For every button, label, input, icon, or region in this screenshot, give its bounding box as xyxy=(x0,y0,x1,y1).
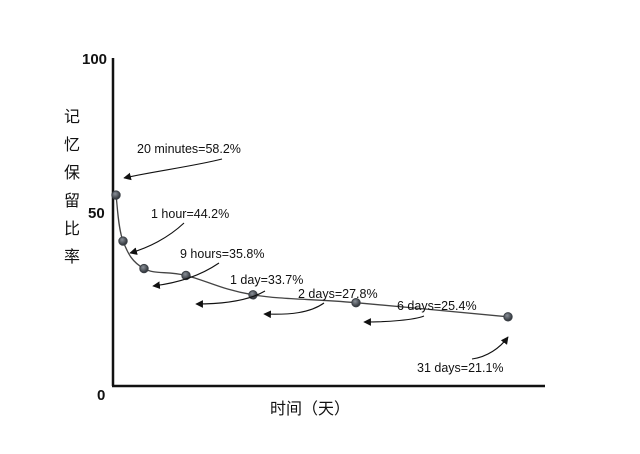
data-points xyxy=(111,190,513,322)
data-label: 1 hour=44.2% xyxy=(151,207,229,221)
annotation-arrow xyxy=(363,315,425,326)
y-tick-label-0: 0 xyxy=(97,387,105,404)
data-labels: 20 minutes=58.2% 1 hour=44.2% 9 hours=35.8… xyxy=(137,142,504,375)
y-tick-label-100: 100 xyxy=(82,51,107,68)
data-label: 2 days=27.8% xyxy=(298,287,378,301)
data-label: 1 day=33.7% xyxy=(230,273,303,287)
x-axis-label: 时间（天） xyxy=(270,399,350,418)
data-label: 9 hours=35.8% xyxy=(180,247,264,261)
data-point xyxy=(181,270,191,281)
annotation-arrow xyxy=(263,302,325,319)
annotation-arrow xyxy=(471,336,509,360)
data-point xyxy=(351,297,361,308)
data-label: 20 minutes=58.2% xyxy=(137,142,241,156)
y-tick-label-50: 50 xyxy=(88,205,105,222)
annotation-arrows xyxy=(123,158,509,360)
data-label: 6 days=25.4% xyxy=(397,299,477,313)
annotation-arrow xyxy=(129,222,185,255)
data-point xyxy=(111,190,121,200)
annotation-arrow xyxy=(123,158,223,181)
annotation-arrow xyxy=(152,262,220,289)
data-point xyxy=(139,263,149,274)
data-point xyxy=(503,312,513,322)
data-point xyxy=(118,236,128,246)
annotation-arrow xyxy=(195,290,266,308)
y-axis-label: 记忆保留比率 xyxy=(64,107,80,266)
data-label: 31 days=21.1% xyxy=(417,361,504,375)
